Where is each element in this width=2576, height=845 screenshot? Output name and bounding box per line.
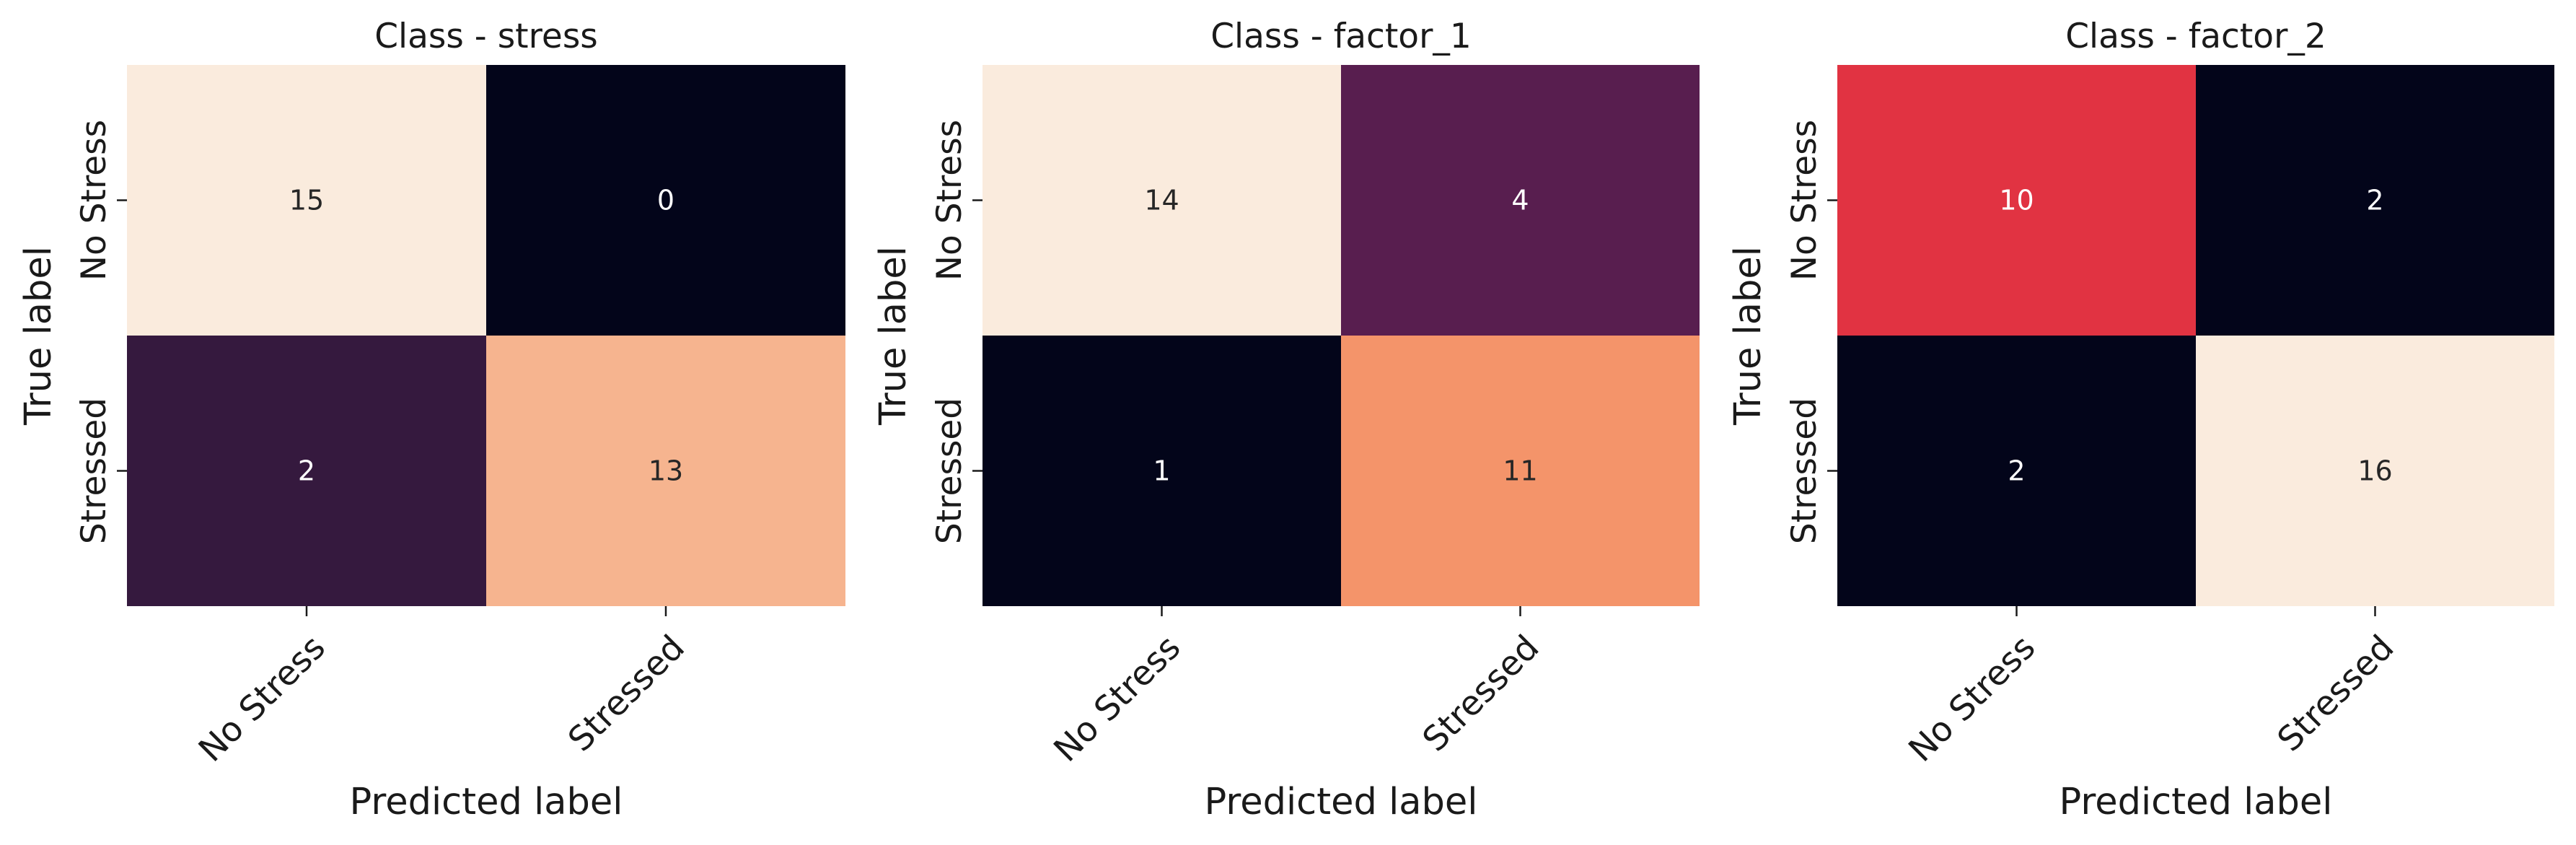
heatmap-panel-factor-1: Class - factor_1 Predicted label True la… xyxy=(872,17,1700,823)
cell-value-label: 2 xyxy=(2008,455,2025,487)
heatmap-cell xyxy=(127,65,486,336)
heatmap-cell xyxy=(486,336,845,606)
x-axis-label: Predicted label xyxy=(2060,781,2333,823)
cell-value-label: 11 xyxy=(1503,455,1537,487)
heatmap-cell xyxy=(1837,336,2196,606)
y-axis-label: True label xyxy=(872,246,915,426)
y-tick-label: Stressed xyxy=(1785,398,1824,544)
cell-value-label: 10 xyxy=(1999,185,2034,216)
panel-title: Class - stress xyxy=(374,17,598,56)
y-tick-label: No Stress xyxy=(74,120,114,281)
cell-value-label: 16 xyxy=(2357,455,2392,487)
panel-title: Class - factor_2 xyxy=(2065,17,2326,56)
cell-value-label: 14 xyxy=(1144,185,1179,216)
heatmap-cell xyxy=(983,65,1341,336)
cell-value-label: 13 xyxy=(649,455,683,487)
panel-title: Class - factor_1 xyxy=(1210,17,1472,56)
y-tick-label: Stressed xyxy=(930,398,970,544)
heatmap-cell xyxy=(1341,336,1700,606)
heatmap-cell xyxy=(1837,65,2196,336)
y-tick-label: No Stress xyxy=(1785,120,1824,281)
heatmap-cell xyxy=(2196,336,2554,606)
y-axis-label: True label xyxy=(17,246,60,426)
cell-value-label: 1 xyxy=(1153,455,1170,487)
heatmap-cell xyxy=(486,65,845,336)
heatmap-cell xyxy=(127,336,486,606)
heatmap-cells: 15 0 2 13 xyxy=(127,65,845,606)
y-tick-label: No Stress xyxy=(930,120,970,281)
heatmap-cells: 10 2 2 16 xyxy=(1837,65,2554,606)
cell-value-label: 2 xyxy=(2366,185,2383,216)
heatmap-cell xyxy=(2196,65,2554,336)
cell-value-label: 0 xyxy=(657,185,674,216)
x-axis-label: Predicted label xyxy=(1205,781,1478,823)
cell-value-label: 2 xyxy=(298,455,315,487)
cell-value-label: 4 xyxy=(1511,185,1529,216)
cell-value-label: 15 xyxy=(289,185,324,216)
x-axis-label: Predicted label xyxy=(350,781,623,823)
y-axis-label: True label xyxy=(1727,246,1770,426)
heatmap-cells: 14 41 11 xyxy=(983,65,1700,606)
y-tick-label: Stressed xyxy=(74,398,114,544)
heatmap-cell xyxy=(983,336,1341,606)
heatmap-cell xyxy=(1341,65,1700,336)
